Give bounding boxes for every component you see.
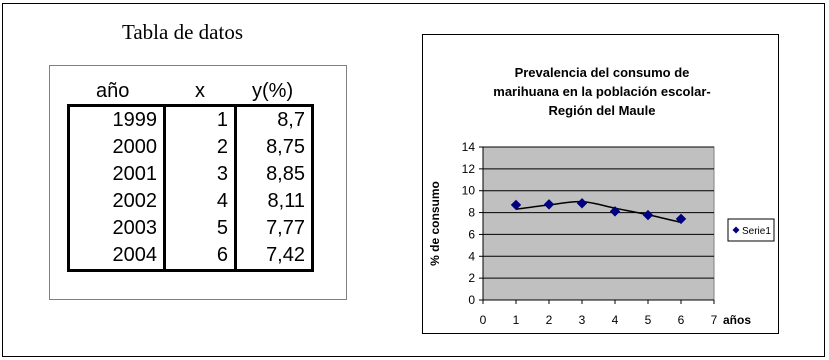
table-row: 2003 5 7,77 — [67, 215, 314, 242]
x-tick-label: 6 — [678, 313, 685, 327]
x-tick-label: 5 — [645, 313, 652, 327]
chart-panel: Prevalencia del consumo de marihuana en l… — [422, 34, 779, 334]
table-row: 2000 2 8,75 — [67, 134, 314, 161]
table-row: 2002 4 8,11 — [67, 188, 314, 215]
y-tick-label: 4 — [468, 249, 475, 263]
y-tick-label: 14 — [462, 140, 476, 154]
table-row: 2001 3 8,85 — [67, 161, 314, 188]
plot-area — [482, 146, 715, 301]
chart-title-line: Región del Maule — [549, 103, 656, 118]
data-point — [609, 206, 621, 217]
table-cell: 1 — [163, 105, 237, 134]
x-tick-label: 2 — [546, 313, 553, 327]
x-tick-label: 7 — [711, 313, 718, 327]
table-title: Tabla de datos — [122, 20, 243, 44]
data-table: 1999 1 8,7 2000 2 8,75 2001 3 8,85 2002 4 8,11 2003 5… — [67, 104, 314, 272]
data-point — [510, 199, 522, 211]
table-cell: 2 — [163, 134, 237, 161]
table-cell: 2002 — [67, 188, 166, 215]
table-cell: 3 — [163, 161, 237, 188]
x-tick-label: 4 — [612, 313, 619, 327]
table-cell: 4 — [163, 188, 237, 215]
legend-marker — [732, 226, 740, 234]
table-cell: 2000 — [67, 134, 166, 161]
y-tick-label: 10 — [462, 184, 476, 198]
y-tick-label: 2 — [468, 271, 475, 285]
chart-svg: Prevalencia del consumo de marihuana en l… — [428, 65, 775, 327]
table-cell: 8,11 — [234, 188, 314, 215]
chart-title-line: marihuana en la población escolar- — [493, 84, 710, 99]
header-x: x — [195, 80, 205, 102]
data-point — [543, 199, 555, 210]
table-row: 1999 1 8,7 — [67, 105, 314, 134]
legend-box — [727, 218, 775, 242]
x-tick-label: 0 — [480, 313, 487, 327]
table-cell: 2004 — [67, 242, 166, 271]
y-tick-label: 6 — [468, 227, 475, 241]
chart-title-line: Prevalencia del consumo de — [515, 65, 690, 80]
y-axis-title: % de consumo — [428, 181, 442, 266]
table-cell: 2001 — [67, 161, 166, 188]
table-cell: 8,85 — [234, 161, 314, 188]
x-axis-title: años — [723, 313, 751, 327]
table-cell: 6 — [163, 242, 237, 271]
table-cell: 8,7 — [234, 105, 314, 134]
table-cell: 8,75 — [234, 134, 314, 161]
header-y: y(%) — [252, 80, 294, 102]
y-tick-label: 12 — [462, 162, 476, 176]
table-cell: 1999 — [67, 105, 166, 134]
table-row: 2004 6 7,42 — [67, 242, 314, 271]
table-cell: 7,77 — [234, 215, 314, 242]
legend-label: Serie1 — [742, 226, 771, 237]
x-tick-label: 3 — [579, 313, 586, 327]
table-cell: 2003 — [67, 215, 166, 242]
data-point — [675, 213, 687, 225]
data-point — [576, 198, 588, 209]
table-cell: 7,42 — [234, 242, 314, 271]
y-tick-label: 0 — [468, 293, 475, 307]
data-point — [642, 209, 654, 221]
x-tick-label: 1 — [513, 313, 520, 327]
header-year: año — [96, 80, 130, 102]
table-cell: 5 — [163, 215, 237, 242]
y-tick-label: 8 — [468, 206, 475, 220]
